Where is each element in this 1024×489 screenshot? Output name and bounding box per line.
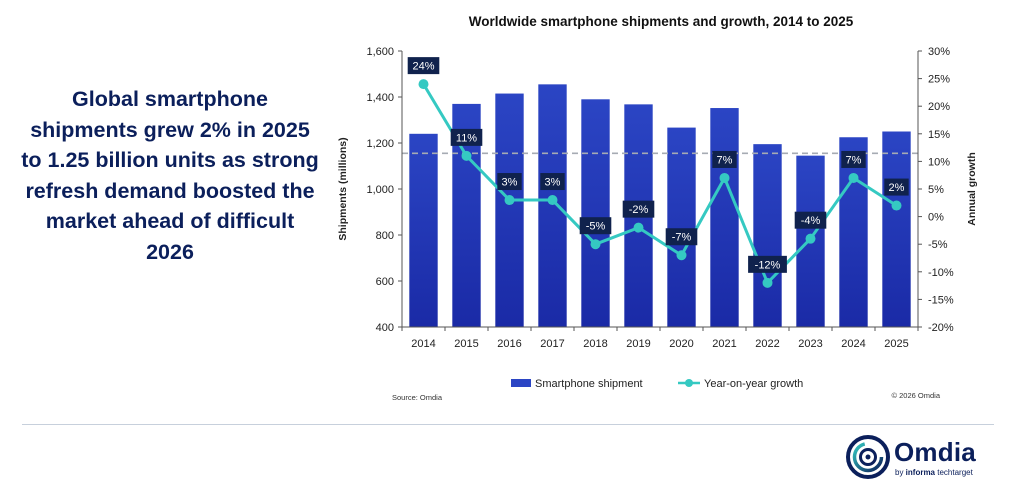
growth-label-box-2024 [841, 150, 866, 168]
growth-point-2023 [805, 233, 816, 244]
growth-label-box-2021 [712, 150, 737, 168]
bar-2021 [710, 108, 739, 327]
bar-2020 [667, 127, 696, 327]
bar-2022 [753, 144, 782, 327]
left-axis-label: Shipments (millions) [337, 137, 349, 240]
bar-2025 [882, 131, 911, 327]
x-tick-label: 2022 [755, 338, 779, 350]
source-note: Source: Omdia [392, 393, 443, 402]
legend: Smartphone shipment Year-on-year growth [511, 378, 803, 390]
growth-label-2014: 24% [412, 61, 434, 73]
growth-label-2022: -12% [755, 259, 781, 271]
growth-point-2019 [633, 222, 644, 233]
growth-label-box-2016 [497, 173, 522, 191]
growth-label-box-2017 [540, 173, 565, 191]
growth-label-2020: -7% [672, 232, 692, 244]
headline: Global smartphone shipments grew 2% in 2… [21, 87, 319, 264]
growth-label-box-2014 [407, 57, 440, 75]
left-tick-label: 1,200 [366, 138, 394, 150]
growth-label-box-2018 [579, 217, 612, 235]
bar-2024 [839, 137, 868, 327]
brand-tagline-suffix: techtarget [935, 468, 973, 477]
right-tick-label: 25% [928, 74, 950, 86]
right-tick-label: 5% [928, 184, 944, 196]
growth-point-2025 [891, 200, 902, 211]
x-tick-label: 2021 [712, 338, 736, 350]
x-tick-label: 2024 [841, 338, 865, 350]
bar-2016 [495, 93, 524, 327]
brand-tagline: by informa techtarget [895, 468, 973, 477]
brand-name: Omdia [894, 437, 976, 467]
growth-label-box-2022 [748, 255, 787, 273]
growth-label-2015: 11% [456, 132, 477, 144]
growth-point-2015 [461, 150, 472, 161]
omdia-logo-icon [846, 435, 890, 479]
legend-swatch-shipment [511, 379, 531, 387]
left-tick-label: 800 [376, 230, 394, 242]
right-tick-label: -5% [928, 239, 948, 251]
growth-label-box-2025 [884, 178, 909, 196]
x-tick-label: 2019 [626, 338, 650, 350]
growth-line-path [422, 83, 898, 285]
copyright-note: © 2026 Omdia [892, 391, 941, 400]
growth-label-box-2015 [450, 128, 483, 146]
right-tick-label: -10% [928, 267, 954, 279]
brand-tagline-prefix: by [895, 468, 906, 477]
brand-logo: Omdia by informa techtarget [846, 434, 996, 480]
growth-label-2017: 3% [545, 177, 561, 189]
left-tick-label: 600 [376, 276, 394, 288]
axes: 1,600 1,400 1,200 1,000 800 600 400 30% 25% 20% 15… [366, 46, 953, 350]
right-tick-label: 20% [928, 101, 950, 113]
x-tick-label: 2014 [411, 338, 435, 350]
left-tick-label: 1,400 [366, 92, 394, 104]
left-tick-label: 1,600 [366, 46, 394, 58]
growth-label-box-2023 [794, 211, 827, 229]
bar-2017 [538, 84, 567, 327]
right-tick-label: 15% [928, 129, 950, 141]
growth-label-2025: 2% [889, 182, 905, 194]
legend-label-shipment: Smartphone shipment [535, 378, 643, 390]
footer-divider [22, 424, 994, 425]
left-tick-label: 1,000 [366, 184, 394, 196]
x-tick-label: 2020 [669, 338, 693, 350]
right-tick-label: 0% [928, 212, 944, 224]
growth-point-2021 [719, 172, 730, 183]
growth-label-2024: 7% [846, 154, 862, 166]
right-tick-label: 10% [928, 156, 950, 168]
right-tick-label: 30% [928, 46, 950, 58]
growth-point-2024 [848, 172, 859, 183]
growth-label-2016: 3% [502, 177, 518, 189]
growth-label-2019: -2% [629, 204, 649, 216]
right-tick-label: -20% [928, 322, 954, 334]
growth-label-2018: -5% [586, 221, 606, 233]
bar-2018 [581, 99, 610, 327]
growth-label-2021: 7% [717, 154, 733, 166]
shipments-growth-chart: Worldwide smartphone shipments and growt… [337, 14, 978, 402]
x-tick-label: 2025 [884, 338, 908, 350]
x-tick-label: 2017 [540, 338, 564, 350]
bar-2014 [409, 133, 438, 327]
growth-point-2022 [762, 277, 773, 288]
growth-point-2020 [676, 250, 687, 261]
legend-marker-growth [685, 379, 693, 387]
growth-line-series: 24% 11% 3% 3% -5% -2% -7% 7% -12% -4% 7% 2% [407, 57, 909, 288]
x-tick-label: 2015 [454, 338, 478, 350]
x-tick-label: 2023 [798, 338, 822, 350]
brand-tagline-bold: informa [905, 468, 936, 477]
growth-point-2016 [504, 195, 515, 206]
legend-label-growth: Year-on-year growth [704, 378, 803, 390]
growth-point-2017 [547, 195, 558, 206]
x-tick-label: 2018 [583, 338, 607, 350]
growth-label-2023: -4% [801, 215, 821, 227]
x-tick-label: 2016 [497, 338, 521, 350]
growth-point-2018 [590, 239, 601, 250]
growth-label-box-2019 [622, 200, 655, 218]
growth-point-2014 [418, 79, 429, 90]
growth-label-box-2020 [665, 228, 698, 246]
right-tick-label: -15% [928, 294, 954, 306]
right-axis-label: Annual growth [966, 152, 978, 226]
left-tick-label: 400 [376, 322, 394, 334]
chart-title: Worldwide smartphone shipments and growt… [469, 14, 854, 29]
